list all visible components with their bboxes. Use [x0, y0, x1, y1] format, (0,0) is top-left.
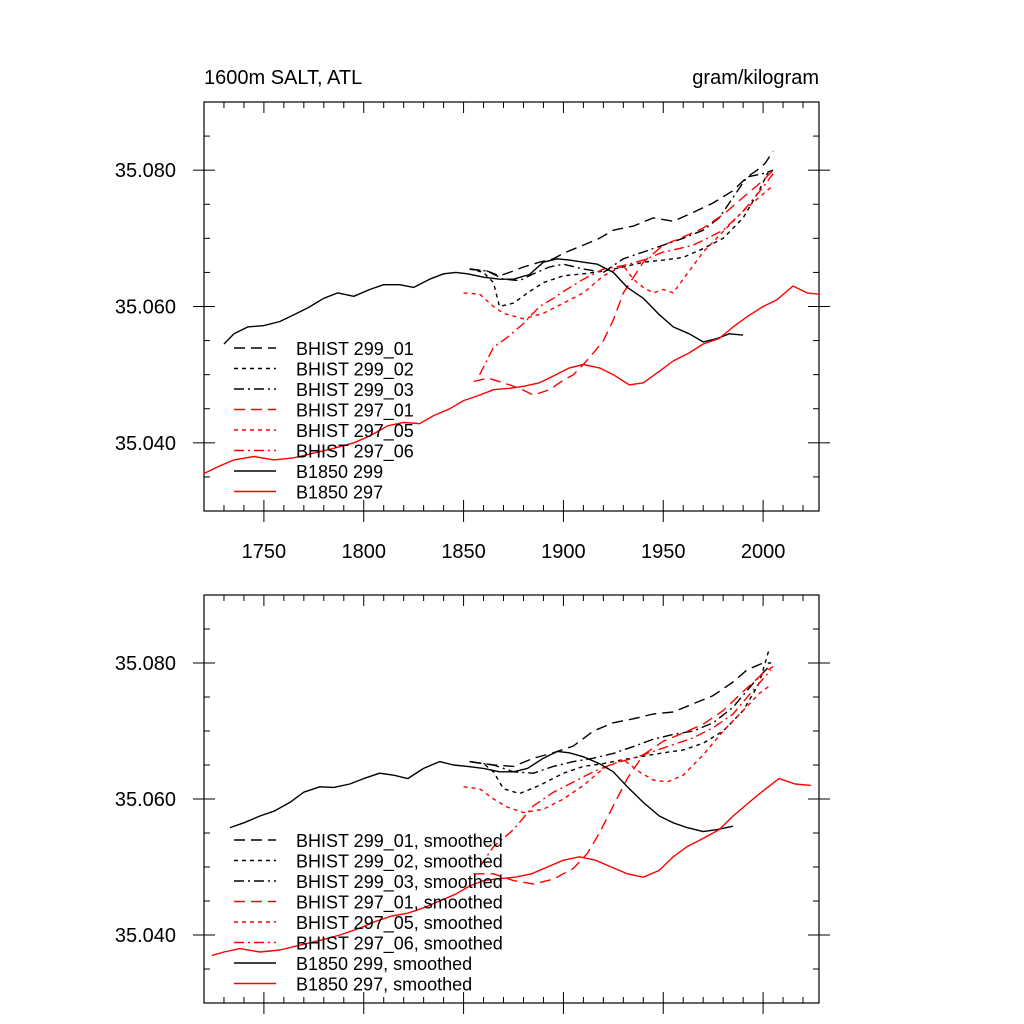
series-line-3	[469, 665, 770, 774]
legend-label: B1850 297	[296, 483, 383, 503]
x-tick-label: 1750	[242, 541, 287, 563]
legend-label: BHIST 299_03, smoothed	[296, 872, 503, 893]
y-tick-label: 35.040	[115, 925, 176, 947]
legend-label: BHIST 299_02, smoothed	[296, 852, 503, 873]
legend-label: B1850 299	[296, 462, 383, 482]
legend-label: B1850 297, smoothed	[296, 975, 472, 995]
series-line-6	[478, 173, 774, 376]
legend-label: BHIST 297_06, smoothed	[296, 934, 503, 955]
x-tick-label: 1800	[341, 541, 386, 563]
series-line-6	[479, 669, 772, 868]
series-line-7	[223, 258, 744, 345]
chart-panel-1: 1750 1800 1850 1900 1950 2000 35.040 35.060 35.0…	[115, 67, 830, 563]
y-tick-label: 35.080	[115, 653, 176, 675]
series-line-2	[469, 169, 770, 308]
x-tick-label: 1850	[441, 541, 486, 563]
y-tick-label: 35.060	[115, 297, 176, 319]
legend-label: BHIST 297_05	[296, 421, 414, 442]
units-label: gram/kilogram	[692, 67, 819, 89]
legend-label: BHIST 299_02	[296, 360, 414, 381]
series-line-4	[473, 665, 774, 885]
series-line-7	[229, 750, 734, 833]
legend-label: BHIST 299_01, smoothed	[296, 831, 503, 852]
y-tick-label: 35.080	[115, 160, 176, 182]
legend-label: BHIST 299_03	[296, 380, 414, 401]
chart-panel-2: 35.040 35.060 35.080 BHIST 299_01, smoothed…	[115, 594, 830, 1014]
x-tick-label: 1950	[641, 541, 686, 563]
legend-label: BHIST 297_01, smoothed	[296, 893, 503, 914]
series-line-1	[469, 150, 774, 277]
y-tick-label: 35.040	[115, 433, 176, 455]
legend-label: BHIST 297_05, smoothed	[296, 913, 503, 934]
x-tick-label: 1900	[541, 541, 586, 563]
legend-label: BHIST 299_01	[296, 339, 414, 360]
legend-label: BHIST 297_01	[296, 401, 414, 422]
series-line-5	[463, 684, 772, 814]
series-line-3	[469, 169, 774, 282]
y-tick-label: 35.060	[115, 789, 176, 811]
series-line-5	[463, 186, 772, 320]
legend-label: B1850 299, smoothed	[296, 954, 472, 974]
chart-title: 1600m SALT, ATL	[204, 67, 362, 89]
x-tick-label: 2000	[741, 541, 786, 563]
legend-label: BHIST 297_06	[296, 442, 414, 463]
series-line-4	[473, 169, 774, 396]
series-line-8	[211, 777, 812, 957]
series-line-8	[203, 285, 820, 475]
series-line-1	[469, 662, 772, 768]
